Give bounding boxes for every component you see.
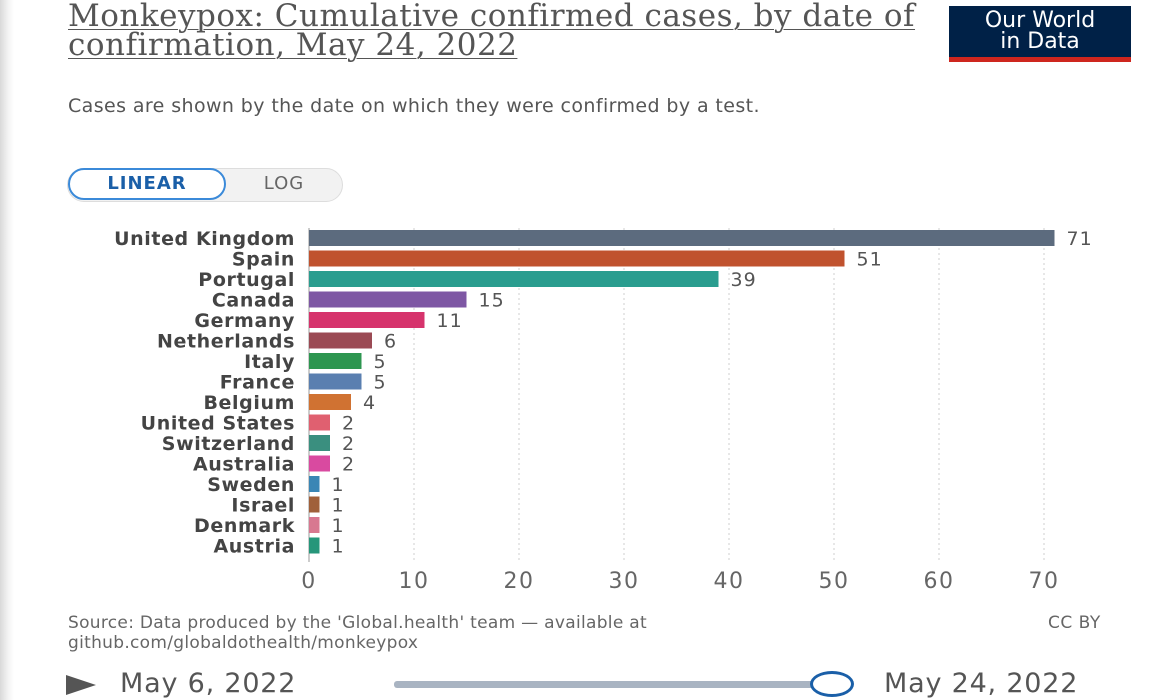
owid-logo[interactable]: Our World in Data xyxy=(949,6,1131,62)
bar xyxy=(309,373,362,390)
x-tick-label: 10 xyxy=(399,569,430,594)
source-link[interactable]: github.com/globaldothealth/monkeypox xyxy=(68,633,419,653)
bar xyxy=(309,332,372,349)
category-label: Switzerland xyxy=(162,433,295,455)
data-label: 39 xyxy=(731,269,757,291)
category-label: Spain xyxy=(232,249,295,271)
data-label: 6 xyxy=(384,331,397,353)
page-edge-shadow xyxy=(0,0,14,700)
timeline-handle[interactable] xyxy=(810,671,854,697)
bar xyxy=(309,250,845,267)
bar xyxy=(309,517,320,533)
timeline-end-date: May 24, 2022 xyxy=(884,668,1079,699)
category-label: Netherlands xyxy=(157,331,295,353)
log-scale-button[interactable]: LOG xyxy=(263,173,305,194)
scale-toggle: LINEAR LOG xyxy=(67,168,343,202)
category-label: Israel xyxy=(231,495,295,517)
data-label: 5 xyxy=(374,372,387,394)
category-label: Sweden xyxy=(207,474,295,496)
data-label: 15 xyxy=(479,290,505,312)
source-line-1: Source: Data produced by the 'Global.hea… xyxy=(68,613,647,633)
data-label: 1 xyxy=(332,536,345,558)
data-label: 1 xyxy=(332,474,345,496)
source-note: Source: Data produced by the 'Global.hea… xyxy=(68,613,968,653)
category-label: Canada xyxy=(212,290,295,312)
data-label: 11 xyxy=(437,310,463,332)
bar xyxy=(309,537,320,554)
bar xyxy=(309,455,330,472)
license-link[interactable]: CC BY xyxy=(1048,613,1101,633)
linear-scale-button[interactable]: LINEAR xyxy=(68,168,226,200)
data-label: 1 xyxy=(332,495,345,517)
category-label: Belgium xyxy=(203,392,295,414)
data-label: 51 xyxy=(857,249,883,271)
x-tick-label: 40 xyxy=(714,569,745,594)
x-tick-label: 70 xyxy=(1029,569,1060,594)
category-label: Germany xyxy=(194,310,295,332)
play-icon[interactable] xyxy=(66,675,96,695)
category-label: France xyxy=(220,372,295,394)
bar xyxy=(309,353,362,369)
bar xyxy=(309,394,351,410)
data-label: 5 xyxy=(374,351,387,373)
chart-subtitle: Cases are shown by the date on which the… xyxy=(68,95,760,117)
category-label: Portugal xyxy=(198,269,295,291)
data-label: 4 xyxy=(363,392,376,414)
data-label: 71 xyxy=(1067,228,1093,250)
data-label: 2 xyxy=(342,413,355,435)
bar xyxy=(309,414,330,431)
x-tick-label: 50 xyxy=(819,569,850,594)
category-label: Italy xyxy=(244,351,295,373)
chart-title: Monkeypox: Cumulative confirmed cases, b… xyxy=(68,0,916,63)
timeline-track[interactable] xyxy=(394,681,832,688)
bar xyxy=(309,435,330,451)
data-label: 1 xyxy=(332,515,345,537)
bar xyxy=(309,476,320,492)
category-label: United States xyxy=(141,413,295,435)
timeline-start-date: May 6, 2022 xyxy=(120,668,297,699)
x-tick-label: 0 xyxy=(301,569,317,594)
data-label: 2 xyxy=(342,454,355,476)
logo-line-2: in Data xyxy=(1000,29,1080,54)
bar xyxy=(309,496,320,513)
x-tick-label: 60 xyxy=(924,569,955,594)
bar xyxy=(309,271,719,287)
bar xyxy=(309,291,467,308)
bar xyxy=(309,230,1055,246)
category-label: Denmark xyxy=(194,515,295,537)
logo-line-1: Our World xyxy=(984,8,1096,33)
category-label: Australia xyxy=(193,454,295,476)
category-label: Austria xyxy=(213,536,295,558)
data-label: 2 xyxy=(342,433,355,455)
category-label: United Kingdom xyxy=(114,228,295,250)
bar xyxy=(309,312,425,328)
x-tick-label: 30 xyxy=(609,569,640,594)
x-tick-label: 20 xyxy=(504,569,535,594)
